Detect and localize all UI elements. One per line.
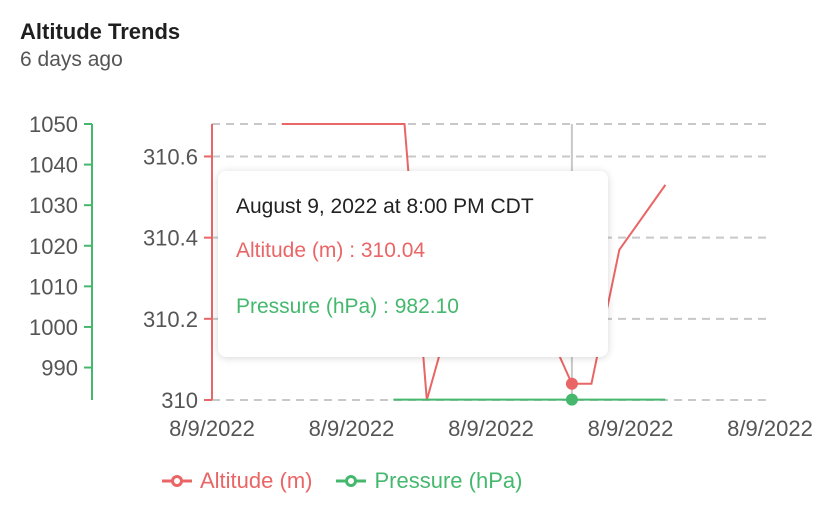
chart-tooltip: August 9, 2022 at 8:00 PM CDT Altitude (… bbox=[218, 171, 608, 357]
pressure-tick-label-5: 1040 bbox=[29, 153, 78, 178]
chart-header: Altitude Trends 6 days ago bbox=[20, 18, 180, 74]
tooltip-pressure: Pressure (hPa) : 982.10 bbox=[236, 295, 459, 318]
legend-pressure-label: Pressure (hPa) bbox=[374, 468, 523, 493]
tooltip-date: August 9, 2022 at 8:00 PM CDT bbox=[236, 195, 534, 218]
x-tick-label-4: 8/9/2022 bbox=[727, 416, 813, 441]
pressure-tick-label-3: 1020 bbox=[29, 234, 78, 259]
pressure-tick-label-2: 1010 bbox=[29, 274, 78, 299]
legend-item-altitude[interactable]: Altitude (m) bbox=[162, 468, 312, 494]
legend-altitude-label: Altitude (m) bbox=[200, 468, 313, 493]
x-tick-label-1: 8/9/2022 bbox=[309, 416, 395, 441]
pressure-tick-label-1: 1000 bbox=[29, 315, 78, 340]
pressure-tick-label-0: 990 bbox=[41, 356, 78, 381]
altitude-tick-label-3: 310.6 bbox=[143, 144, 198, 169]
tooltip-altitude: Altitude (m) : 310.04 bbox=[236, 239, 426, 262]
pressure-tick-label-4: 1030 bbox=[29, 193, 78, 218]
altitude-tick-label-2: 310.4 bbox=[143, 226, 198, 251]
legend-item-pressure[interactable]: Pressure (hPa) bbox=[336, 468, 522, 494]
altitude-tick-label-0: 310 bbox=[161, 388, 198, 413]
x-tick-label-2: 8/9/2022 bbox=[448, 416, 534, 441]
x-tick-label-3: 8/9/2022 bbox=[588, 416, 674, 441]
pressure-tick-label-6: 1050 bbox=[29, 112, 78, 137]
chart-title: Altitude Trends bbox=[20, 19, 181, 44]
x-tick-label-0: 8/9/2022 bbox=[169, 416, 255, 441]
chart-legend: Altitude (m) Pressure (hPa) bbox=[162, 468, 546, 494]
active-point-pressure bbox=[565, 393, 578, 406]
altitude-tick-label-1: 310.2 bbox=[143, 307, 198, 332]
legend-altitude-icon bbox=[162, 475, 192, 487]
legend-pressure-icon bbox=[336, 475, 367, 487]
chart-subtitle: 6 days ago bbox=[20, 48, 123, 71]
active-point-altitude bbox=[565, 377, 578, 390]
